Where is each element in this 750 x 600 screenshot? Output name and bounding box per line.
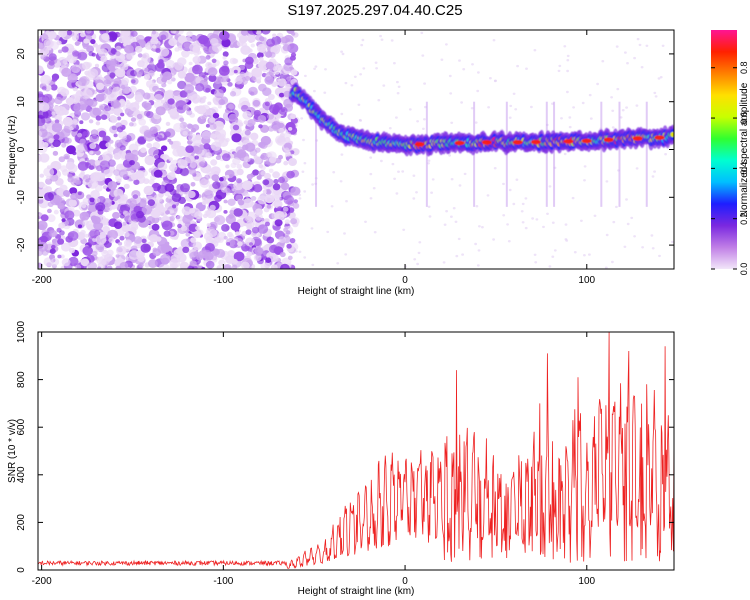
y-tick-label: 800 (16, 371, 27, 388)
y-tick-label: 10 (16, 96, 27, 108)
x-tick-label: 100 (578, 576, 595, 587)
y-tick-label: 600 (16, 418, 27, 435)
y-tick-label: -10 (16, 190, 27, 205)
spectrogram-x-axis-label: Height of straight line (km) (298, 286, 415, 297)
y-tick-label: 1000 (16, 320, 27, 343)
snr-y-axis-label: SNR (10 * v/v) (7, 419, 18, 483)
x-tick-label: -100 (213, 576, 233, 587)
y-tick-label: 200 (16, 514, 27, 531)
spectrogram-heatmap (38, 30, 674, 269)
x-tick-label: 100 (578, 275, 595, 286)
y-tick-label: 400 (16, 466, 27, 483)
snr-line (38, 332, 674, 569)
colorbar-gradient (711, 30, 737, 269)
colorbar-tick-label: 0.8 (739, 61, 749, 74)
colorbar-label: Normalized spectral amplitude (739, 82, 750, 217)
snr-x-axis-label: Height of straight line (km) (298, 586, 415, 597)
colorbar-tick-label: 0.2 (739, 212, 749, 225)
y-tick-label: 20 (16, 48, 27, 60)
colorbar-tick-label: 0.4 (739, 162, 749, 175)
spectrogram-y-axis-label: Frequency (Hz) (7, 116, 18, 185)
x-tick-label: -100 (213, 275, 233, 286)
colorbar-tick-label: 0.0 (739, 263, 749, 276)
chart-title: S197.2025.297.04.40.C25 (287, 2, 463, 19)
x-tick-label: 0 (402, 576, 408, 587)
snr-frame (37, 331, 675, 571)
noise-blobs (38, 30, 674, 269)
y-tick-label: -20 (16, 237, 27, 252)
snr-series (38, 332, 674, 569)
x-tick-label: -200 (32, 275, 52, 286)
y-tick-label: 0 (16, 567, 27, 573)
spectral-ridge (289, 82, 674, 157)
x-tick-label: 0 (402, 275, 408, 286)
x-tick-label: -200 (32, 576, 52, 587)
colorbar-tick-label: 0.6 (739, 112, 749, 125)
y-tick-label: 0 (16, 146, 27, 152)
colorbar: 0.0 0.2 0.4 0.6 0.8 (711, 30, 749, 275)
